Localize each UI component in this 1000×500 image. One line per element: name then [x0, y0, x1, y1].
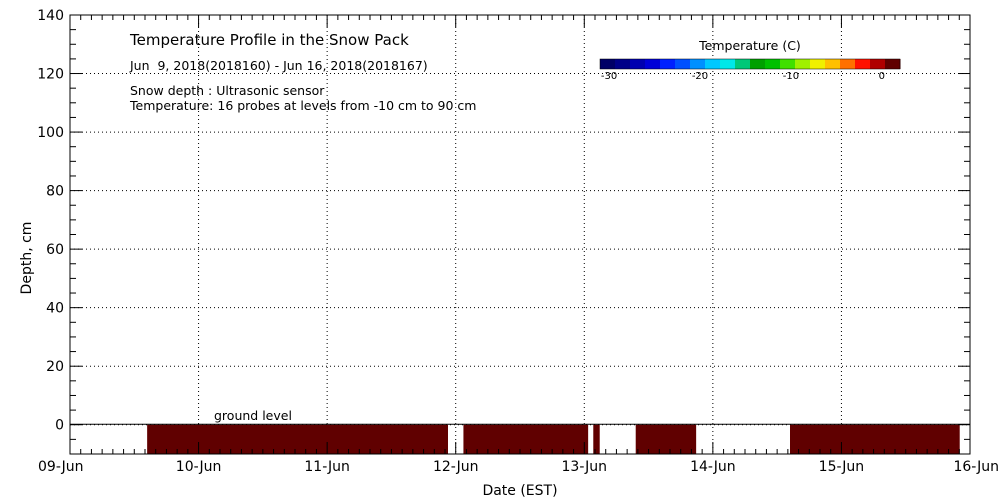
colorbar-cell	[870, 59, 886, 69]
x-tick-label: 13-Jun	[562, 459, 608, 475]
colorbar-cell	[825, 59, 841, 69]
colorbar-cell	[600, 59, 616, 69]
colorbar-cells	[599, 58, 901, 70]
colorbar-cell	[855, 59, 871, 69]
y-tick-label: 100	[37, 125, 64, 141]
temperature-segment	[635, 424, 697, 454]
colorbar-cell	[660, 59, 676, 69]
colorbar-tick-label: -30	[601, 71, 617, 82]
colorbar-cell	[720, 59, 736, 69]
y-tick-label: 40	[46, 301, 64, 317]
y-tick-label: 120	[37, 67, 64, 83]
y-tick-label: 20	[46, 359, 64, 375]
colorbar-tick-label: -20	[692, 71, 708, 82]
colorbar-cell	[705, 59, 721, 69]
colorbar-cell	[735, 59, 751, 69]
colorbar-title: Temperature (C)	[698, 38, 801, 53]
colorbar-tick-label: -10	[783, 71, 799, 82]
x-tick-label: 12-Jun	[433, 459, 479, 475]
colorbar: Temperature (C) -30 -20 -10 0	[599, 38, 901, 82]
grid-lines	[70, 15, 970, 454]
colorbar-cell	[795, 59, 811, 69]
plot-frame	[69, 14, 971, 455]
x-tick-label: 14-Jun	[690, 459, 736, 475]
x-tick-label: 11-Jun	[304, 459, 350, 475]
colorbar-outline	[599, 58, 901, 70]
note-temperature-probes: Temperature: 16 probes at levels from -1…	[129, 98, 476, 113]
tick-labels: 0 20 40 60 80 100 120 140 09-Jun 10-Jun 11-Jun 12-J…	[37, 8, 999, 475]
temperature-segments	[147, 424, 960, 454]
colorbar-cell	[690, 59, 706, 69]
colorbar-tick-label: 0	[879, 71, 885, 82]
temperature-segment	[147, 424, 448, 454]
y-axis-title: Depth, cm	[19, 222, 35, 295]
colorbar-cell	[840, 59, 856, 69]
y-tick-label: 80	[46, 184, 64, 200]
colorbar-cell	[630, 59, 646, 69]
colorbar-ticks: -30 -20 -10 0	[601, 71, 885, 82]
temperature-segment	[463, 424, 589, 454]
chart-title: Temperature Profile in the Snow Pack	[129, 31, 409, 49]
x-tick-label: 10-Jun	[176, 459, 222, 475]
temperature-segment	[593, 424, 600, 454]
axis-ticks	[69, 14, 971, 455]
y-tick-label: 0	[55, 418, 64, 434]
colorbar-cell	[645, 59, 661, 69]
colorbar-cell	[675, 59, 691, 69]
x-axis-title: Date (EST)	[482, 483, 557, 499]
colorbar-cell	[810, 59, 826, 69]
chart-subtitle: Jun 9, 2018(2018160) - Jun 16, 2018(2018…	[129, 58, 428, 73]
x-tick-label: 15-Jun	[819, 459, 865, 475]
colorbar-cell	[615, 59, 631, 69]
temperature-segment	[790, 424, 960, 454]
x-tick-label: 16-Jun	[953, 459, 999, 475]
x-tick-label: 09-Jun	[38, 459, 84, 475]
colorbar-cell	[780, 59, 796, 69]
ground-level-label: ground level	[214, 408, 292, 423]
y-tick-label: 140	[37, 8, 64, 24]
note-snow-depth: Snow depth : Ultrasonic sensor	[130, 83, 325, 98]
y-tick-label: 60	[46, 242, 64, 258]
colorbar-cell	[765, 59, 781, 69]
colorbar-cell	[885, 59, 901, 69]
colorbar-cell	[750, 59, 766, 69]
